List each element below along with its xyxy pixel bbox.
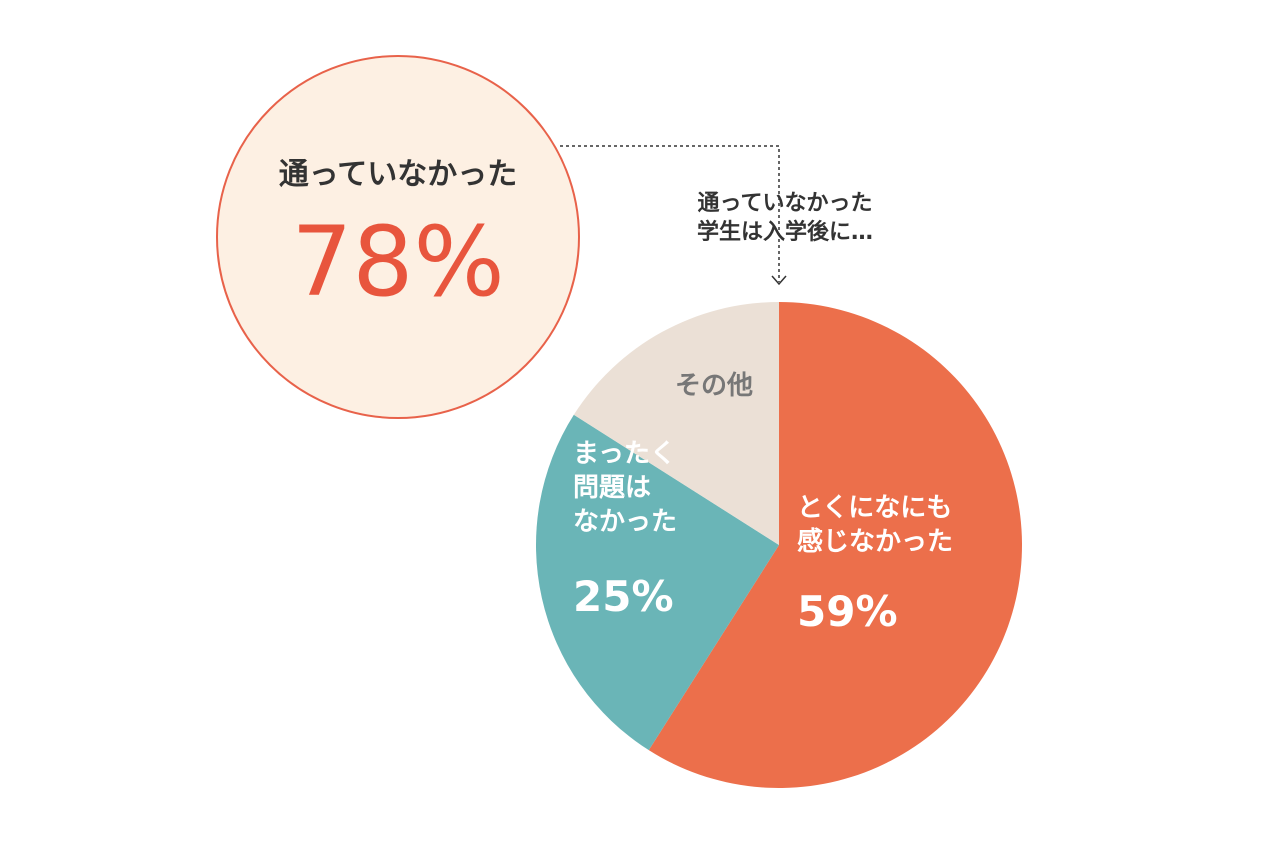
pie-slice bbox=[535, 414, 779, 751]
connector-arrow bbox=[771, 275, 787, 286]
connector bbox=[560, 145, 780, 282]
slice-value-label: 25% bbox=[573, 572, 674, 621]
slice-label: その他 bbox=[675, 371, 754, 401]
callout-label: 通っていなかった bbox=[278, 157, 518, 192]
pie bbox=[535, 302, 1022, 788]
pie-slice bbox=[573, 302, 779, 545]
chart-title: 通っていなかった 学生は入学後に… bbox=[696, 191, 873, 245]
slice-value-label: 59% bbox=[797, 587, 898, 636]
slice-label: とくになにも 感じなかった bbox=[797, 493, 954, 557]
pie-slice bbox=[648, 302, 1022, 788]
slice-label: まったく 問題は なかった bbox=[573, 439, 678, 537]
callout-circle bbox=[216, 55, 580, 419]
callout-value: 78% bbox=[291, 206, 505, 318]
